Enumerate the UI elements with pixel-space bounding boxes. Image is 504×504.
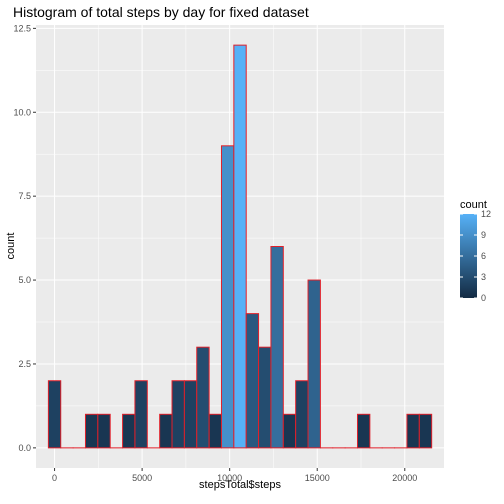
legend-colorbar — [460, 214, 477, 298]
x-tick-label: 15000 — [305, 473, 330, 483]
x-tick-label: 5000 — [132, 473, 152, 483]
x-tick-label: 0 — [52, 473, 57, 483]
bars — [47, 44, 433, 449]
histogram-bar — [418, 413, 433, 449]
x-axis-title: stepsTotal$steps — [199, 479, 281, 491]
legend-tick-label: 6 — [481, 251, 486, 261]
histogram-bar — [406, 413, 420, 449]
y-tick-label: 5.0 — [18, 275, 31, 285]
histogram-bar — [258, 346, 272, 449]
legend-title: count — [460, 199, 487, 211]
histogram-bar — [47, 380, 62, 449]
legend-tick-label: 12 — [481, 209, 491, 219]
legend-tick-label: 9 — [481, 230, 486, 240]
histogram-bar — [196, 346, 210, 449]
y-tick-label: 12.5 — [13, 23, 31, 33]
y-tick-label: 7.5 — [18, 191, 31, 201]
color-legend: count 0 3 6 9 12 — [460, 199, 491, 303]
y-tick-label: 0.0 — [18, 443, 31, 453]
histogram-bar — [84, 413, 99, 449]
histogram-bar — [307, 279, 321, 449]
histogram-bar — [97, 413, 111, 449]
histogram-bar — [270, 246, 284, 449]
x-tick-label: 20000 — [392, 473, 417, 483]
legend-tick-label: 0 — [481, 293, 486, 303]
histogram-bar — [356, 413, 371, 449]
histogram-bar — [171, 380, 185, 449]
histogram-bar — [220, 145, 235, 449]
histogram-bar — [183, 380, 198, 449]
x-tick-label: 10000 — [217, 473, 242, 483]
legend-ticks: 0 3 6 9 12 — [460, 209, 491, 303]
y-tick-label: 10.0 — [13, 107, 31, 117]
histogram-bar — [282, 413, 297, 449]
histogram-bar — [134, 380, 148, 449]
histogram-bar — [295, 380, 309, 449]
histogram-bar — [159, 413, 173, 449]
axes: 0 5000 10000 15000 20000 0.0 2.5 5.0 7.5 10.0 12.5 — [13, 23, 417, 483]
histogram-bar — [245, 313, 260, 449]
chart-title: Histogram of total steps by day for fixe… — [13, 4, 309, 20]
legend-tick-label: 3 — [481, 272, 486, 282]
histogram-bar — [233, 44, 247, 449]
y-tick-label: 2.5 — [18, 359, 31, 369]
histogram-bar — [122, 413, 136, 449]
histogram-bar — [208, 413, 222, 449]
y-axis-title: count — [5, 233, 17, 260]
